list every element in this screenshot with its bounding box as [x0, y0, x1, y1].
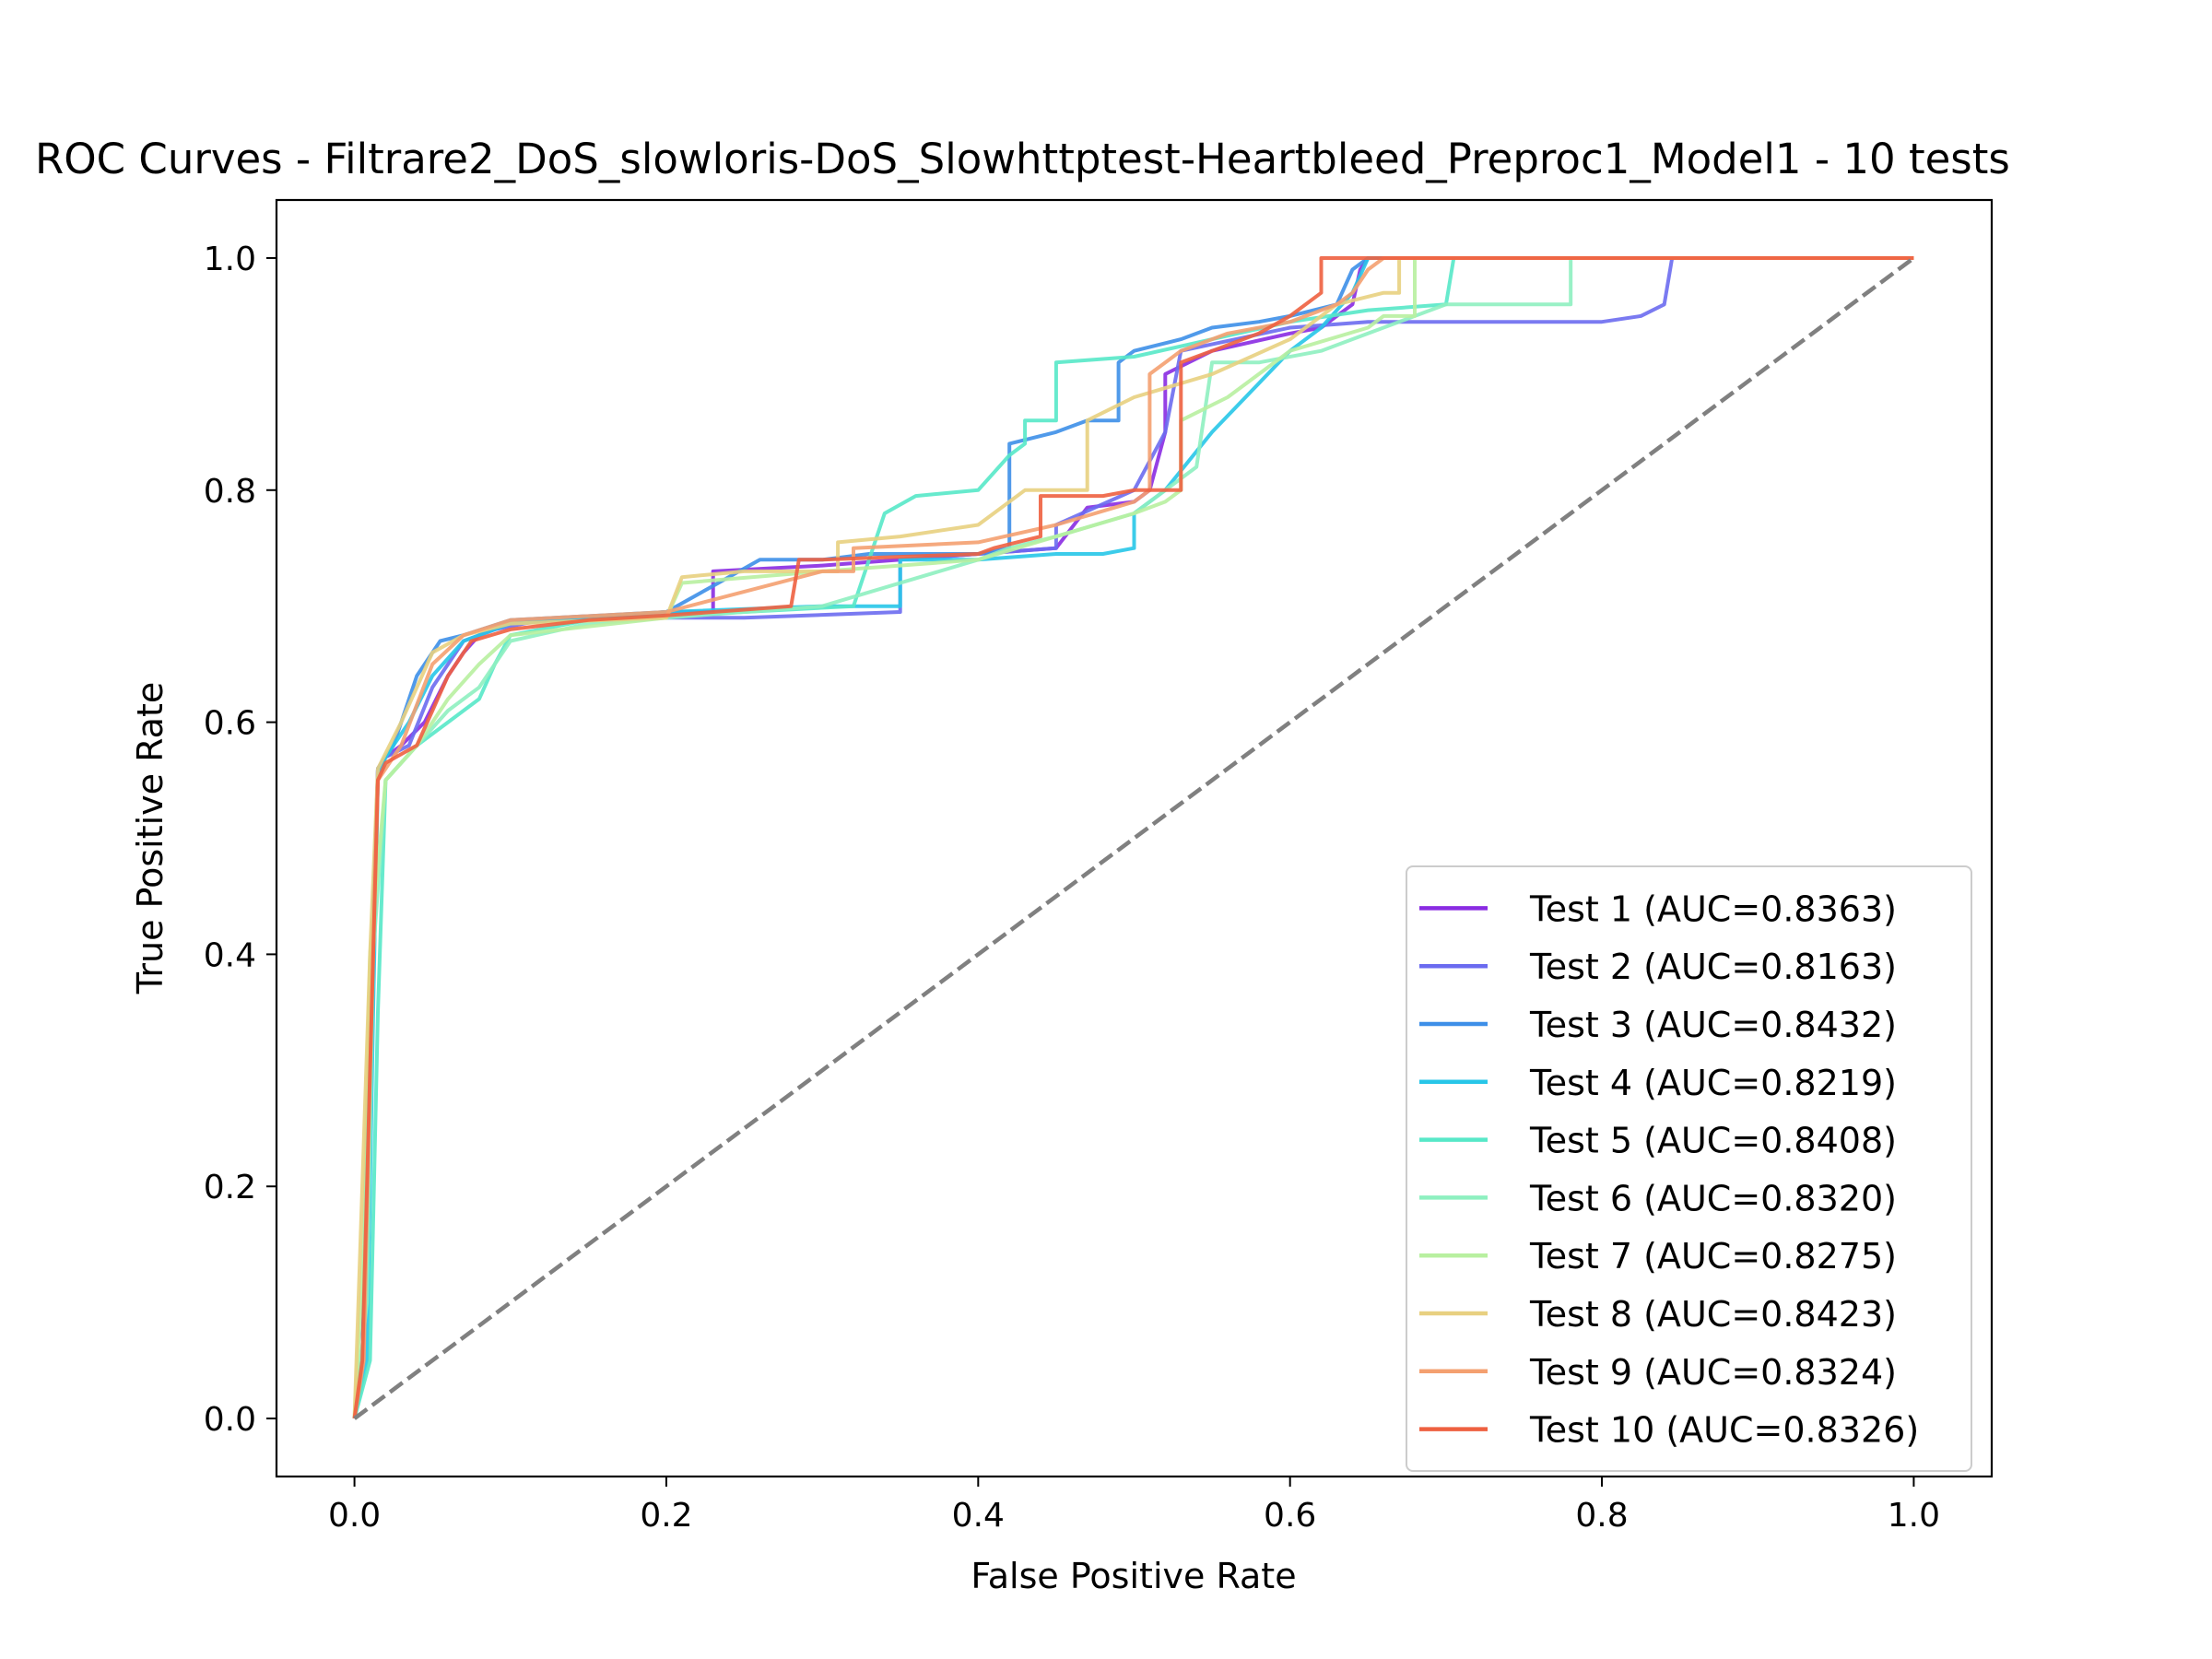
legend-label: Test 10 (AUC=0.8326): [1529, 1410, 1919, 1451]
x-tick-label: 0.0: [328, 1497, 381, 1535]
chart-title: ROC Curves - Filtrare2_DoS_slowloris-DoS…: [35, 135, 2010, 183]
y-tick-label: 0.0: [204, 1401, 256, 1439]
roc-curve-test-10: [352, 256, 1914, 1419]
legend-label: Test 9 (AUC=0.8324): [1529, 1352, 1897, 1393]
legend-label: Test 8 (AUC=0.8423): [1529, 1294, 1897, 1335]
legend-label: Test 1 (AUC=0.8363): [1529, 888, 1897, 929]
axis-ticks: 0.0 0.2 0.4 0.6 0.8 1.0 0.0 0.2 0.4 0.6 0.8 1.0: [204, 241, 1940, 1535]
roc-curve-test-9: [352, 256, 1914, 1419]
legend-label: Test 5 (AUC=0.8408): [1529, 1121, 1897, 1161]
curves: [352, 256, 1915, 1420]
chance-diagonal-line: [353, 256, 1915, 1420]
legend-box: [1406, 865, 1972, 1472]
legend-label: Test 4 (AUC=0.8219): [1529, 1063, 1897, 1103]
legend-label: Test 6 (AUC=0.8320): [1529, 1178, 1897, 1218]
y-tick-label: 0.2: [204, 1169, 256, 1206]
x-tick-label: 0.4: [952, 1497, 1005, 1535]
legend-label: Test 7 (AUC=0.8275): [1529, 1236, 1897, 1277]
y-axis-label: True Positive Rate: [130, 682, 171, 995]
roc-curve-test-7: [352, 256, 1914, 1419]
y-tick-label: 0.6: [204, 705, 256, 743]
y-tick-label: 1.0: [204, 241, 256, 278]
x-tick-label: 0.8: [1575, 1497, 1628, 1535]
legend: Test 1 (AUC=0.8363) Test 2 (AUC=0.8163) Te…: [1406, 865, 1972, 1472]
plot-frame: [275, 198, 1994, 1478]
roc-curve-test-8: [352, 256, 1914, 1419]
x-tick-label: 0.6: [1264, 1497, 1316, 1535]
legend-label: Test 2 (AUC=0.8163): [1529, 947, 1897, 987]
y-tick-label: 0.4: [204, 936, 256, 974]
x-tick-label: 1.0: [1888, 1497, 1940, 1535]
y-tick-label: 0.8: [204, 473, 256, 511]
legend-label: Test 3 (AUC=0.8432): [1529, 1005, 1897, 1045]
x-tick-label: 0.2: [640, 1497, 692, 1535]
x-axis-label: False Positive Rate: [971, 1556, 1296, 1596]
